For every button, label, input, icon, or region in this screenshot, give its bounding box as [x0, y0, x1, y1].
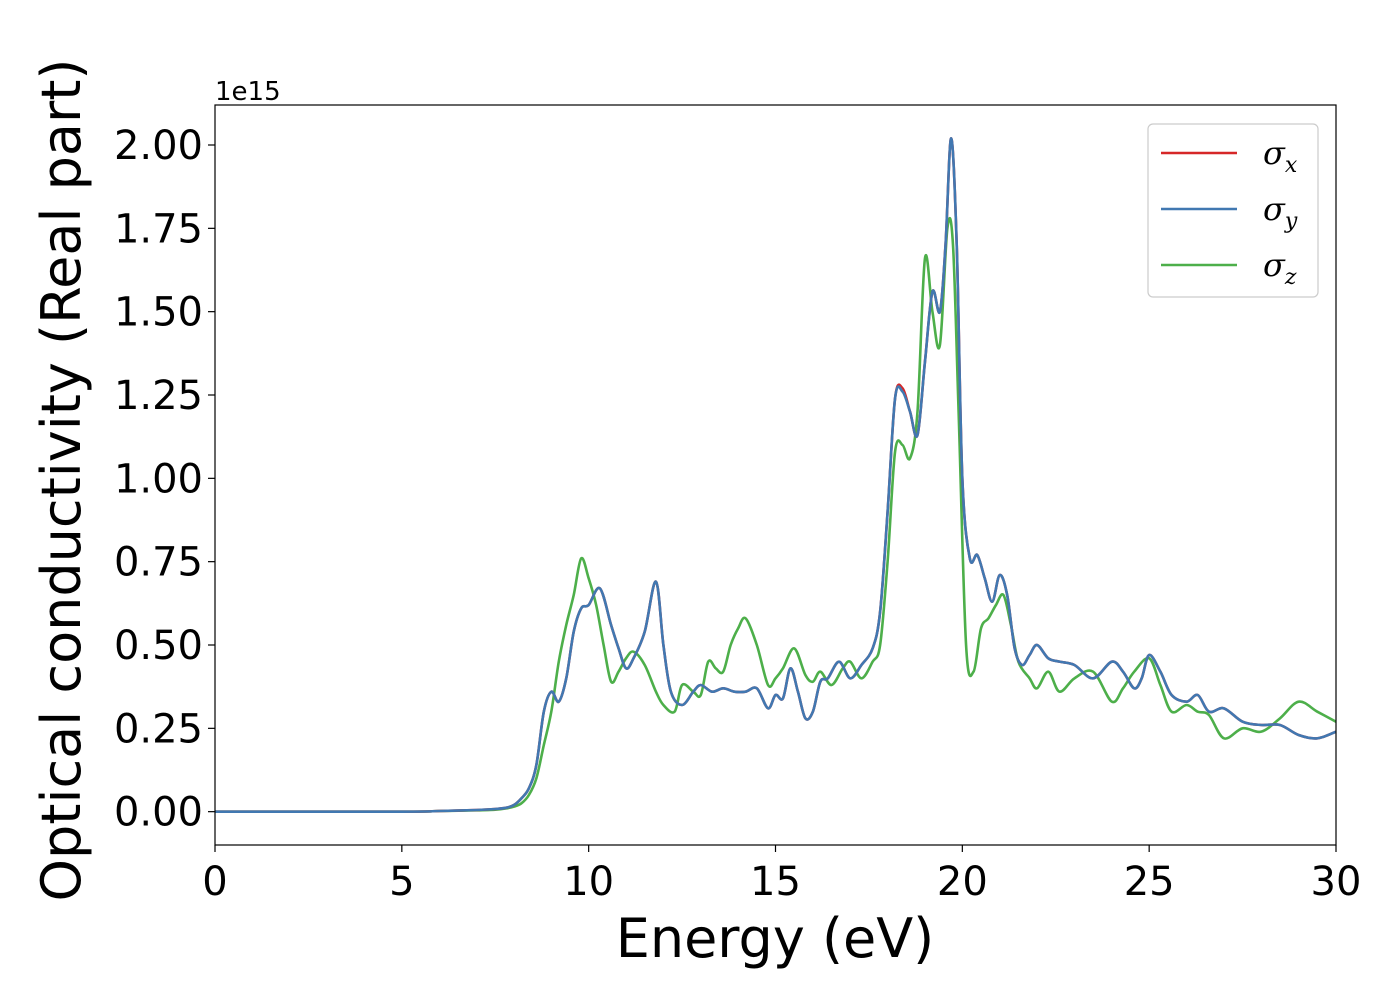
y-tick-label: 1.25 — [114, 373, 203, 419]
y-tick-label: 1.50 — [114, 290, 203, 336]
x-tick-label: 20 — [937, 859, 988, 905]
y-tick-label: 0.75 — [114, 540, 203, 586]
legend-label-x: σx — [1263, 134, 1298, 178]
legend-label-symbol: σ — [1263, 134, 1286, 172]
x-tick-label: 15 — [750, 859, 801, 905]
legend-label-subscript: y — [1284, 209, 1298, 234]
legend-label-y: σy — [1263, 190, 1298, 234]
series-line-z — [215, 216, 1336, 814]
legend-label-symbol: σ — [1263, 190, 1286, 228]
legend-label-symbol: σ — [1263, 246, 1286, 284]
legend-label-z: σz — [1263, 246, 1297, 290]
x-tick-label: 10 — [563, 859, 614, 905]
legend-label-subscript: z — [1284, 265, 1297, 290]
x-tick-label: 30 — [1311, 859, 1362, 905]
y-offset-label: 1e15 — [215, 77, 281, 107]
y-tick-label: 0.50 — [114, 623, 203, 669]
y-tick-label: 0.00 — [114, 790, 203, 836]
y-axis-ticks: 0.00 0.25 0.50 0.75 1.00 1.25 1.50 1.75 2.00 — [114, 123, 215, 836]
y-tick-label: 1.00 — [114, 456, 203, 502]
y-tick-label: 1.75 — [114, 206, 203, 252]
y-tick-label: 2.00 — [114, 123, 203, 169]
series-layer — [215, 137, 1336, 814]
series-line-y — [215, 137, 1336, 814]
x-tick-label: 0 — [202, 859, 227, 905]
x-axis-label: Energy (eV) — [616, 907, 935, 970]
legend-label-subscript: x — [1285, 153, 1298, 178]
x-tick-label: 5 — [389, 859, 414, 905]
y-tick-label: 0.25 — [114, 706, 203, 752]
y-axis-label: Optical conductivity (Real part) — [30, 59, 93, 902]
x-axis-ticks: 0 5 10 15 20 25 30 — [202, 845, 1361, 905]
x-tick-label: 25 — [1124, 859, 1175, 905]
legend-box — [1147, 123, 1319, 298]
